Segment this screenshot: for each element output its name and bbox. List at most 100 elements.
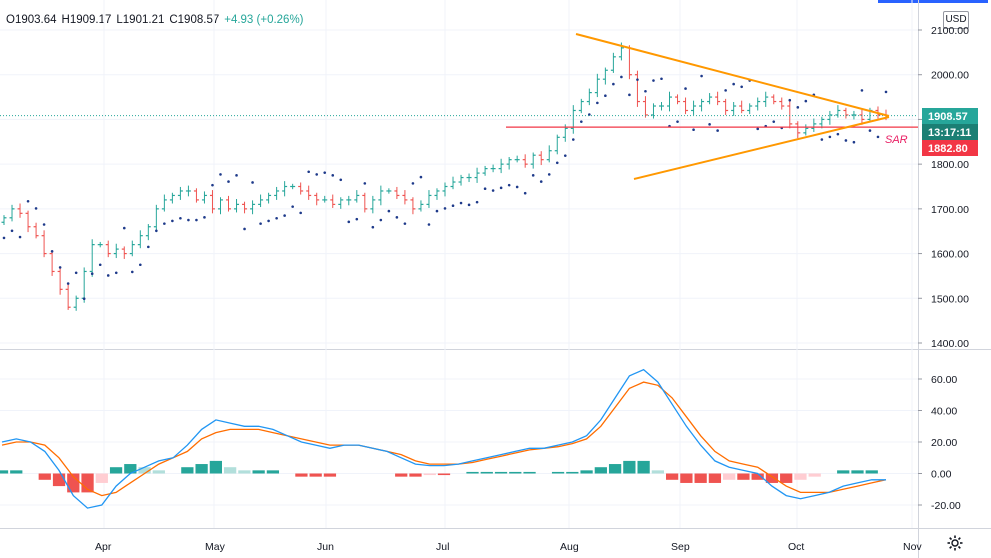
header-accent-bar bbox=[878, 0, 988, 3]
macd-axis-label: -20.00 bbox=[931, 500, 961, 512]
sar-dot bbox=[676, 120, 679, 123]
macd-histogram-bar bbox=[10, 470, 23, 474]
macd-histogram-bar bbox=[437, 473, 451, 476]
settings-gear-icon[interactable] bbox=[946, 534, 964, 552]
macd-histogram-bar bbox=[409, 473, 422, 477]
sar-dot bbox=[740, 85, 743, 89]
macd-axis-label: 0.00 bbox=[931, 469, 952, 481]
countdown-tag: 13:17:11 bbox=[928, 127, 971, 139]
sar-dot bbox=[636, 78, 639, 81]
sar-dot bbox=[171, 219, 174, 223]
macd-histogram-bar bbox=[309, 473, 322, 477]
sar-dot bbox=[580, 120, 583, 123]
macd-histogram-bar bbox=[865, 470, 878, 474]
time-axis-label: Nov bbox=[903, 541, 922, 553]
macd-histogram-bar bbox=[295, 473, 308, 477]
sar-dot bbox=[539, 180, 543, 183]
sar-dot bbox=[844, 139, 848, 142]
sar-dot bbox=[82, 297, 86, 301]
sar-dot bbox=[2, 236, 6, 240]
change-value: +4.93 (+0.26%) bbox=[224, 14, 304, 26]
sar-dot bbox=[491, 189, 495, 192]
time-axis-label: Jul bbox=[436, 541, 449, 553]
sar-dot bbox=[179, 216, 182, 220]
sar-dot bbox=[620, 75, 623, 79]
sar-dot bbox=[163, 222, 166, 225]
macd-histogram-bar bbox=[708, 473, 722, 483]
price-axis-label: 1600.00 bbox=[931, 249, 969, 261]
macd-histogram-bar bbox=[67, 473, 80, 493]
low-value: L1901.21 bbox=[116, 14, 165, 26]
countdown-tag-bg bbox=[922, 124, 978, 140]
sar-dot bbox=[708, 123, 711, 126]
macd-histogram-bar bbox=[651, 470, 664, 474]
open-value: O1903.64 bbox=[6, 14, 57, 26]
sar-dot bbox=[652, 79, 655, 82]
sar-dot bbox=[291, 205, 294, 208]
macd-histogram-bar bbox=[224, 467, 237, 474]
macd-histogram-bar bbox=[751, 473, 764, 480]
ohlc-legend: O1903.64 H1909.17 L1901.21 C1908.57 +4.93 (+… bbox=[6, 14, 309, 26]
sar-dot bbox=[323, 171, 327, 174]
macd-histogram-bar bbox=[81, 473, 94, 493]
sar-dot bbox=[355, 217, 359, 221]
sar-dot bbox=[435, 209, 439, 213]
sar-dot bbox=[98, 263, 102, 267]
sar-dot bbox=[724, 89, 727, 92]
macd-histogram-bar bbox=[395, 473, 408, 477]
sar-dot bbox=[251, 181, 254, 184]
macd-histogram-bar bbox=[494, 471, 508, 474]
macd-histogram-bar bbox=[780, 473, 793, 483]
sar-dot bbox=[90, 272, 94, 275]
sar-dot bbox=[443, 207, 447, 210]
sar-dot bbox=[211, 183, 214, 187]
sar-dot bbox=[571, 138, 575, 141]
sar-dot bbox=[235, 174, 238, 177]
sar-dot bbox=[66, 282, 70, 285]
sar-dot bbox=[507, 183, 511, 187]
sar-dot bbox=[612, 82, 615, 86]
sar-dot bbox=[387, 209, 391, 213]
sar-dot bbox=[788, 98, 792, 102]
sar-dot bbox=[155, 229, 158, 233]
time-axis-label: May bbox=[205, 541, 226, 553]
price-axis-label: 2000.00 bbox=[931, 70, 969, 82]
sar-dot bbox=[195, 218, 198, 222]
macd-histogram-bar bbox=[608, 464, 622, 474]
sar-dot bbox=[243, 227, 246, 231]
macd-histogram-bar bbox=[580, 470, 593, 474]
sar-dot bbox=[187, 218, 190, 222]
macd-histogram-bar bbox=[195, 464, 208, 474]
sar-dot bbox=[106, 274, 110, 277]
sar-dot bbox=[563, 154, 567, 157]
macd-histogram-bar bbox=[152, 470, 165, 474]
macd-histogram-bar bbox=[666, 473, 679, 480]
sar-dot bbox=[700, 74, 703, 78]
currency-button[interactable]: USD bbox=[943, 11, 969, 29]
close-value: C1908.57 bbox=[169, 14, 220, 26]
sar-dot bbox=[531, 174, 535, 177]
macd-histogram-bar bbox=[623, 460, 636, 474]
sar-dot bbox=[283, 214, 286, 217]
sar-dot bbox=[130, 270, 134, 274]
sar-price-tag-bg bbox=[922, 140, 978, 156]
sar-dot bbox=[26, 199, 30, 203]
sar-dot bbox=[18, 235, 22, 239]
macd-histogram-bar bbox=[124, 464, 137, 474]
macd-axis-label: 60.00 bbox=[931, 374, 957, 386]
sar-dot bbox=[860, 89, 864, 92]
high-value: H1909.17 bbox=[61, 14, 112, 26]
macd-axis-label: 20.00 bbox=[931, 437, 957, 449]
sar-dot bbox=[74, 271, 78, 275]
macd-histogram-bar bbox=[266, 470, 280, 474]
sar-dot bbox=[451, 204, 455, 208]
price-axis-label: 2100.00 bbox=[931, 25, 969, 37]
sar-dot bbox=[884, 90, 888, 94]
sar-dot bbox=[852, 140, 856, 144]
macd-histogram-bar bbox=[509, 471, 522, 474]
macd-histogram-bar bbox=[737, 473, 750, 480]
sar-dot bbox=[756, 127, 760, 131]
sar-dot bbox=[42, 223, 46, 226]
macd-histogram-bar bbox=[637, 460, 650, 474]
